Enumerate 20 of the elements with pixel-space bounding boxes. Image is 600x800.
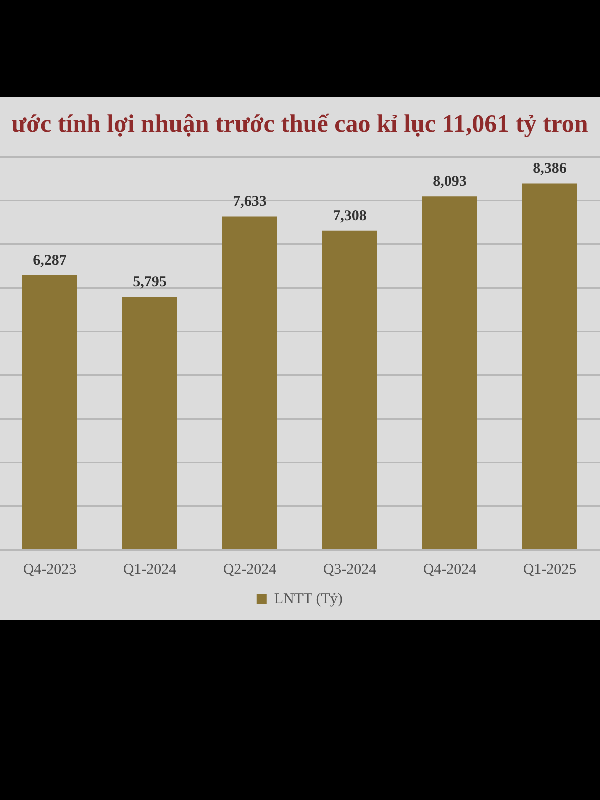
bar bbox=[222, 216, 278, 550]
x-tick-label: Q3-2024 bbox=[323, 562, 378, 578]
x-tick-label: Q2-2024 bbox=[223, 562, 278, 578]
data-label: 8,093 bbox=[433, 174, 467, 190]
x-tick-label: Q4-2024 bbox=[423, 562, 478, 578]
bar bbox=[422, 196, 478, 550]
legend-label: LNTT (Tỷ) bbox=[274, 591, 343, 608]
bar bbox=[22, 275, 78, 550]
data-label: 6,287 bbox=[33, 252, 68, 269]
chart-title: ước tính lợi nhuận trước thuế cao kỉ lục 11,061 tỷ tron bbox=[10, 111, 590, 139]
data-label: 8,386 bbox=[533, 161, 568, 178]
x-tick-label: Q1-2025 bbox=[523, 562, 577, 578]
data-label: 7,308 bbox=[333, 208, 367, 224]
bar bbox=[122, 296, 178, 550]
data-label: 5,795 bbox=[133, 274, 167, 290]
bar bbox=[522, 184, 578, 550]
data-label: 7,633 bbox=[233, 194, 267, 210]
bar bbox=[322, 230, 378, 550]
x-tick-label: Q1-2024 bbox=[123, 562, 178, 578]
x-tick-label: Q4-2023 bbox=[23, 562, 77, 578]
